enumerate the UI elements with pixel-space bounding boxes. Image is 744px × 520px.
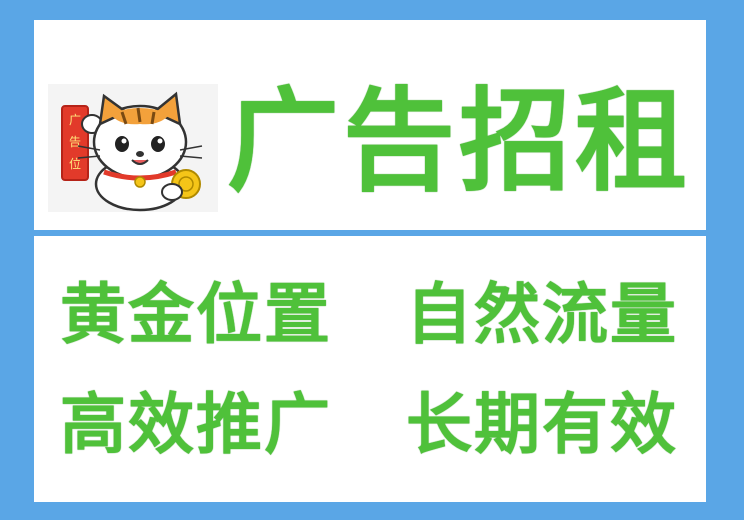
divider	[34, 230, 706, 236]
tag-long-term-effective: 长期有效	[406, 386, 678, 463]
banner-char-1: 广	[69, 113, 81, 127]
lucky-cat-logo: 广 告 位	[48, 84, 218, 212]
headline: 广告招租	[227, 77, 691, 207]
ad-card: 广 告 位	[34, 20, 706, 502]
tag-efficient-promotion: 高效推广	[60, 386, 332, 463]
banner-char-2: 告	[69, 135, 81, 149]
top-panel: 广 告 位	[34, 20, 706, 230]
lucky-cat-icon: 广 告 位	[61, 91, 203, 212]
tag-golden-position: 黄金位置	[60, 276, 332, 353]
tag-natural-traffic: 自然流量	[406, 276, 678, 353]
banner-char-3: 位	[69, 156, 81, 171]
